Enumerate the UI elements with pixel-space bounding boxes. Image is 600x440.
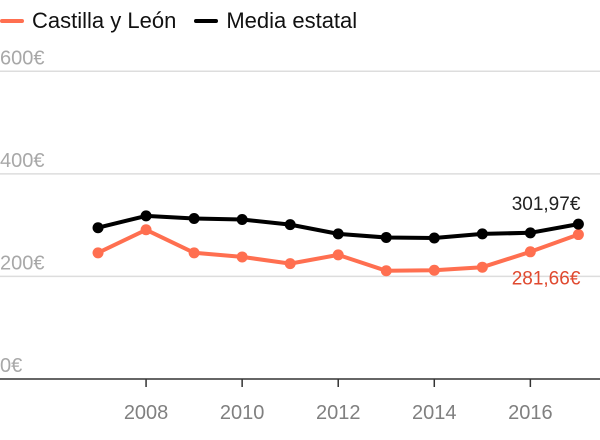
data-point-media-estatal-2017 — [572, 218, 584, 230]
legend-item-media-estatal[interactable]: Media estatal — [194, 8, 357, 34]
data-point-media-estatal-2007 — [92, 222, 104, 234]
y-tick-label-600: 600€ — [0, 47, 45, 69]
chart-legend: Castilla y León Media estatal — [0, 6, 375, 36]
data-point-media-estatal-2012 — [332, 228, 344, 240]
data-point-castilla-y-leon-2009 — [188, 247, 200, 259]
data-point-castilla-y-leon-2016 — [524, 246, 536, 258]
data-point-castilla-y-leon-2007 — [92, 247, 104, 259]
y-tick-label-0: 0€ — [0, 355, 22, 377]
legend-label-castilla-y-leon: Castilla y León — [32, 8, 177, 33]
data-point-castilla-y-leon-2011 — [284, 258, 296, 270]
end-label-media-estatal: 301,97€ — [512, 194, 581, 215]
data-point-castilla-y-leon-2017 — [572, 229, 584, 241]
data-point-castilla-y-leon-2015 — [476, 261, 488, 273]
y-tick-label-400: 400€ — [0, 150, 45, 172]
data-point-media-estatal-2014 — [428, 232, 440, 244]
legend-swatch-media-estatal — [194, 19, 219, 23]
data-point-castilla-y-leon-2013 — [380, 265, 392, 277]
x-tick-label-2014: 2014 — [412, 402, 457, 424]
data-point-castilla-y-leon-2008 — [140, 224, 152, 236]
data-point-media-estatal-2015 — [476, 228, 488, 240]
data-point-castilla-y-leon-2012 — [332, 249, 344, 261]
x-tick-label-2008: 2008 — [124, 402, 169, 424]
x-tick-label-2012: 2012 — [316, 402, 361, 424]
data-point-media-estatal-2010 — [236, 214, 248, 226]
data-point-media-estatal-2009 — [188, 212, 200, 224]
data-point-media-estatal-2013 — [380, 231, 392, 243]
data-point-castilla-y-leon-2014 — [428, 264, 440, 276]
legend-item-castilla-y-leon[interactable]: Castilla y León — [0, 8, 176, 34]
data-point-media-estatal-2011 — [284, 219, 296, 231]
end-label-castilla-y-leon: 281,66€ — [512, 269, 581, 290]
x-tick-label-2016: 2016 — [508, 402, 553, 424]
data-point-media-estatal-2016 — [524, 227, 536, 239]
data-point-castilla-y-leon-2010 — [236, 251, 248, 263]
y-tick-label-200: 200€ — [0, 252, 45, 274]
legend-swatch-castilla-y-leon — [0, 19, 24, 23]
x-tick-label-2010: 2010 — [220, 402, 265, 424]
legend-label-media-estatal: Media estatal — [226, 8, 358, 33]
data-point-media-estatal-2008 — [140, 210, 152, 222]
